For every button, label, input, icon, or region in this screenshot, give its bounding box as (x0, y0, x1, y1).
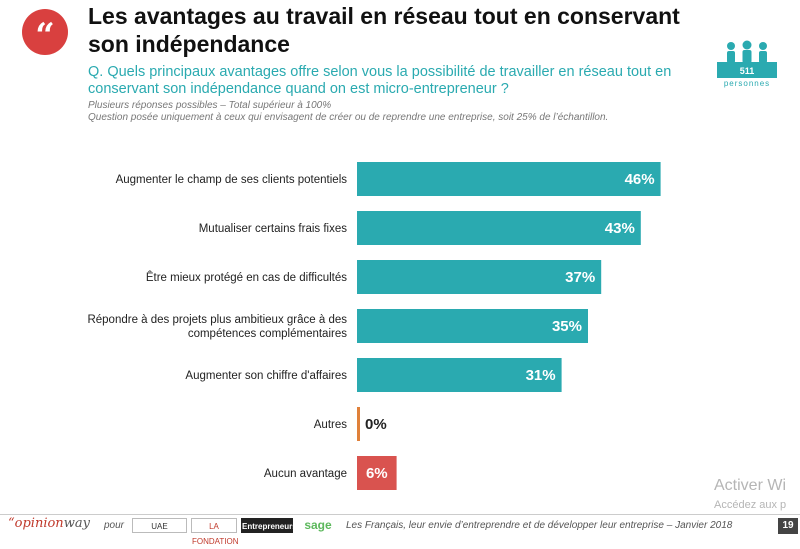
activation-watermark-subtitle: Accédez aux p (714, 499, 787, 511)
sample-size-badge: 511 personnes (717, 40, 777, 88)
bar-value-label: 35% (552, 318, 582, 335)
multiple-answers-note: Plusieurs réponses possibles – Total sup… (88, 100, 332, 111)
bar-value-label: 46% (625, 171, 655, 188)
footer-divider (0, 514, 800, 515)
category-label: Répondre à des projets plus ambitieux gr… (87, 314, 347, 340)
partner-logo-fondation: LA FONDATION (191, 518, 239, 546)
bar-value-label: 31% (526, 367, 556, 384)
bar (357, 456, 397, 490)
bar (357, 211, 641, 245)
partner-logo-sage: sage (304, 518, 332, 532)
bar (357, 162, 661, 196)
category-label: Mutualiser certains frais fixes (199, 223, 348, 235)
bar-value-label: 37% (565, 269, 595, 286)
bar-value-label: 43% (605, 220, 635, 237)
bar (357, 309, 588, 343)
category-label: Autres (314, 419, 347, 431)
footer-caption: Les Français, leur envie d’entreprendre … (346, 520, 733, 531)
opinionway-logo: “opinionway (8, 516, 90, 531)
category-label: Aucun avantage (264, 468, 347, 480)
bar (357, 260, 602, 294)
activation-watermark-title: Activer Wi (714, 477, 786, 494)
page-number: 19 (778, 518, 798, 534)
slide-title: Les avantages au travail en réseau tout … (88, 3, 680, 57)
category-label: Augmenter son chiffre d'affaires (185, 370, 347, 382)
sample-note: Question posée uniquement à ceux qui env… (88, 112, 609, 123)
category-label: Être mieux protégé en cas de difficultés (146, 271, 347, 284)
quote-badge: “ (22, 9, 68, 55)
category-label: Augmenter le champ de ses clients potent… (116, 174, 348, 186)
footer-pour: pour (104, 520, 125, 531)
bar-value-label: 6% (366, 465, 388, 482)
bar (357, 358, 562, 392)
survey-question: Q. Quels principaux avantages offre selo… (88, 64, 672, 97)
bar (357, 407, 360, 441)
sample-count: 511 (739, 66, 755, 76)
partner-logo-uae: UAE (132, 518, 187, 533)
bar-chart: 46% Augmenter le champ de ses clients pot… (87, 162, 661, 490)
partner-logo-entrepreneurs: Entrepreneurs (241, 518, 297, 533)
people-icon (717, 40, 777, 78)
sample-label: personnes (723, 79, 771, 88)
bar-value-label: 0% (365, 416, 387, 433)
